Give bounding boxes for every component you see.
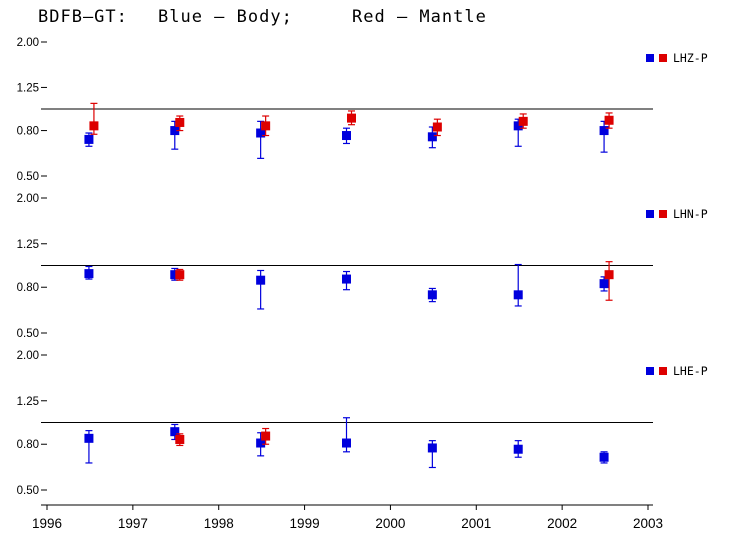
chart-title-segment: Blue – Body; <box>158 7 293 27</box>
y-tick-label: 0.80 <box>17 439 39 451</box>
x-tick-label: 2001 <box>461 516 491 531</box>
data-point-body <box>84 269 94 279</box>
data-point-body <box>427 132 437 142</box>
y-tick-label: 2.00 <box>17 350 39 362</box>
chart-title-segment: Red – Mantle <box>352 7 487 27</box>
legend-swatch-mantle <box>659 54 667 62</box>
x-tick-label: 1999 <box>290 516 320 531</box>
data-point-body <box>427 443 437 453</box>
legend-swatch-body <box>646 210 654 218</box>
y-tick-label: 2.00 <box>17 193 39 205</box>
y-tick-label: 0.80 <box>17 126 39 138</box>
legend-label: LHZ-P <box>673 51 708 65</box>
chart-title-segment: BDFB–GT: <box>38 7 128 27</box>
y-tick-label: 0.50 <box>17 485 39 497</box>
data-point-body <box>599 452 609 462</box>
x-tick-label: 1998 <box>204 516 234 531</box>
data-point-body <box>599 279 609 289</box>
data-point-mantle <box>175 270 185 280</box>
data-point-body <box>256 128 266 138</box>
data-point-mantle <box>89 121 99 131</box>
data-point-body <box>170 427 180 437</box>
y-tick-label: 1.25 <box>17 239 39 251</box>
data-point-body <box>170 126 180 136</box>
legend-swatch-mantle <box>659 210 667 218</box>
data-point-mantle <box>347 113 356 123</box>
data-point-body <box>84 134 94 144</box>
x-tick-label: 1997 <box>118 516 148 531</box>
data-point-body <box>599 126 609 136</box>
legend-label: LHE-P <box>673 364 708 378</box>
legend-swatch-body <box>646 367 654 375</box>
data-point-body <box>342 131 351 141</box>
legend-swatch-body <box>646 54 654 62</box>
x-tick-label: 2003 <box>633 516 663 531</box>
data-point-body <box>513 444 523 454</box>
y-tick-label: 1.25 <box>17 396 39 408</box>
x-tick-label: 2000 <box>375 516 405 531</box>
data-point-mantle <box>175 434 185 444</box>
x-tick-label: 2002 <box>547 516 577 531</box>
data-point-body <box>427 290 437 300</box>
y-tick-label: 1.25 <box>17 82 39 94</box>
data-point-body <box>256 438 266 448</box>
data-point-mantle <box>518 116 528 126</box>
legend-label: LHN-P <box>673 207 708 221</box>
y-tick-label: 0.50 <box>17 328 39 340</box>
data-point-mantle <box>432 122 442 132</box>
data-point-body <box>256 275 266 285</box>
data-point-mantle <box>261 431 271 441</box>
x-tick-label: 1996 <box>32 516 62 531</box>
data-point-body <box>342 438 351 448</box>
y-tick-label: 2.00 <box>17 37 39 49</box>
data-point-body <box>170 270 180 280</box>
data-point-body <box>84 433 94 443</box>
data-point-mantle <box>175 117 185 127</box>
y-tick-label: 0.80 <box>17 282 39 294</box>
y-tick-label: 0.50 <box>17 171 39 183</box>
data-point-mantle <box>261 121 271 131</box>
data-point-mantle <box>604 270 614 280</box>
data-point-body <box>513 121 523 131</box>
data-point-body <box>513 290 523 300</box>
legend-swatch-mantle <box>659 367 667 375</box>
data-point-body <box>342 274 351 284</box>
data-point-mantle <box>604 115 614 125</box>
